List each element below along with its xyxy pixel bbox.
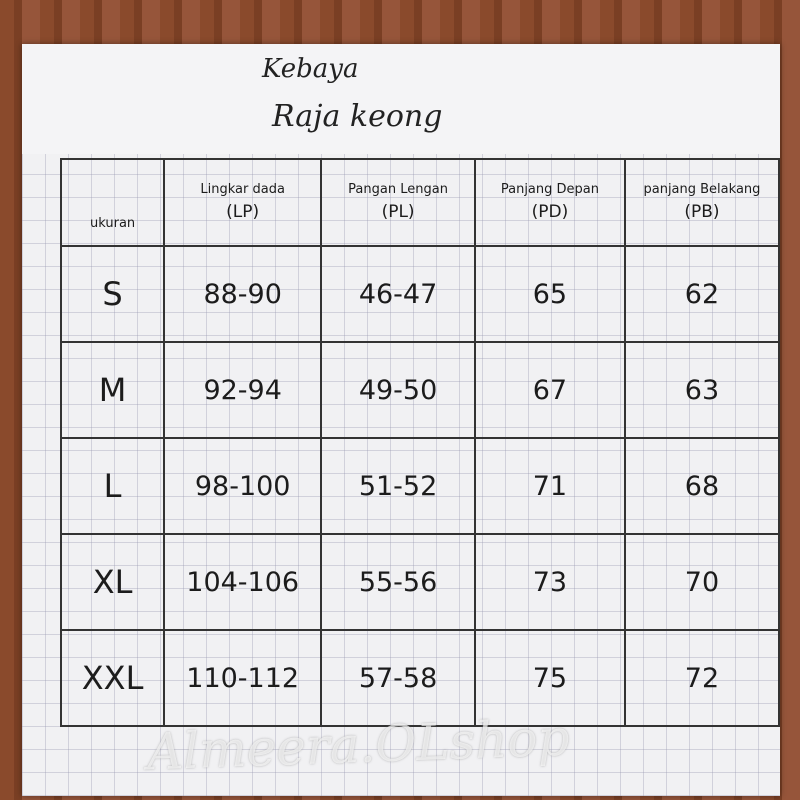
cell-panjang-lengan: 55-56: [320, 533, 476, 631]
cell-size: XL: [59, 533, 166, 631]
cell-size: M: [59, 341, 166, 439]
header-abbr: (PD): [531, 201, 569, 222]
cell-panjang-lengan: 57-58: [320, 629, 476, 727]
table-row: M 92-94 49-50 67 63: [59, 341, 781, 439]
table-row: S 88-90 46-47 65 62: [59, 245, 781, 343]
cell-size: XXL: [59, 629, 166, 727]
cell-panjang-belakang: 70: [623, 533, 781, 631]
cell-panjang-belakang: 72: [623, 629, 781, 727]
size-chart-table: ukuran Lingkar dada (LP) Pangan Lengan (PL…: [59, 158, 781, 727]
header-ukuran: ukuran: [59, 158, 166, 247]
header-panjang-depan: Panjang Depan (PD): [473, 158, 626, 247]
title-line-2: Raja keong: [272, 99, 443, 134]
header-label: Pangan Lengan: [348, 182, 448, 197]
cell-panjang-depan: 71: [473, 437, 626, 535]
header-label: panjang Belakang: [643, 182, 761, 197]
title-line-1: Kebaya: [262, 54, 359, 84]
cell-panjang-belakang: 68: [623, 437, 781, 535]
header-abbr: (PB): [684, 201, 720, 222]
cell-panjang-lengan: 49-50: [320, 341, 476, 439]
cell-lingkar-dada: 110-112: [163, 629, 323, 727]
cell-lingkar-dada: 92-94: [163, 341, 323, 439]
cell-lingkar-dada: 104-106: [163, 533, 323, 631]
cell-lingkar-dada: 98-100: [163, 437, 323, 535]
header-label: Lingkar dada: [200, 182, 285, 197]
header-abbr: (PL): [381, 201, 415, 222]
cell-panjang-lengan: 51-52: [320, 437, 476, 535]
paper-sheet: Kebaya Raja keong ukuran Lingkar dada (LP…: [22, 44, 781, 796]
cell-panjang-belakang: 62: [623, 245, 781, 343]
header-row: ukuran Lingkar dada (LP) Pangan Lengan (PL…: [59, 158, 781, 247]
header-lingkar-dada: Lingkar dada (LP): [163, 158, 323, 247]
cell-panjang-belakang: 63: [623, 341, 781, 439]
header-abbr: (LP): [226, 201, 260, 222]
header-label: ukuran: [90, 215, 136, 231]
cell-panjang-depan: 75: [473, 629, 626, 727]
cell-panjang-depan: 73: [473, 533, 626, 631]
header-panjang-belakang: panjang Belakang (PB): [623, 158, 781, 247]
table-row: L 98-100 51-52 71 68: [59, 437, 781, 535]
table-row: XXL 110-112 57-58 75 72: [59, 629, 781, 727]
cell-size: L: [59, 437, 166, 535]
header-panjang-lengan: Pangan Lengan (PL): [320, 158, 476, 247]
cell-panjang-depan: 67: [473, 341, 626, 439]
cell-panjang-lengan: 46-47: [320, 245, 476, 343]
cell-lingkar-dada: 88-90: [163, 245, 323, 343]
cell-size: S: [59, 245, 166, 343]
paper-blank-area: [22, 44, 780, 154]
table-row: XL 104-106 55-56 73 70: [59, 533, 781, 631]
header-label: Panjang Depan: [500, 182, 599, 197]
cell-panjang-depan: 65: [473, 245, 626, 343]
